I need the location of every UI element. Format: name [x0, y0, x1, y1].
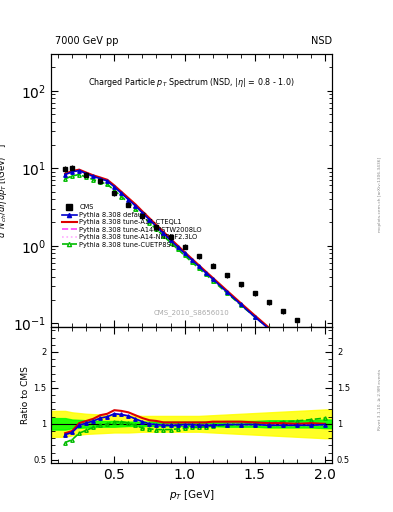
Y-axis label: $d^2N_{ch}/d\eta\,dp_T\,\mathsf{[(GeV)^{-1}]}$: $d^2N_{ch}/d\eta\,dp_T\,\mathsf{[(GeV)^{… — [0, 143, 10, 238]
X-axis label: $p_T$ [GeV]: $p_T$ [GeV] — [169, 488, 214, 502]
Text: CMS_2010_S8656010: CMS_2010_S8656010 — [154, 309, 230, 316]
Text: mcplots.cern.ch [arXiv:1306.3436]: mcplots.cern.ch [arXiv:1306.3436] — [378, 157, 382, 232]
Legend: CMS, Pythia 8.308 default, Pythia 8.308 tune-A14-CTEQL1, Pythia 8.308 tune-A14-M: CMS, Pythia 8.308 default, Pythia 8.308 … — [60, 202, 204, 250]
Text: Rivet 3.1.10, ≥ 2.9M events: Rivet 3.1.10, ≥ 2.9M events — [378, 369, 382, 430]
Text: NSD: NSD — [311, 36, 332, 46]
Text: 7000 GeV pp: 7000 GeV pp — [55, 36, 119, 46]
Text: Charged Particle $p_T$ Spectrum (NSD, $|\eta|$ = 0.8 - 1.0): Charged Particle $p_T$ Spectrum (NSD, $|… — [88, 76, 295, 89]
Y-axis label: Ratio to CMS: Ratio to CMS — [21, 366, 30, 424]
